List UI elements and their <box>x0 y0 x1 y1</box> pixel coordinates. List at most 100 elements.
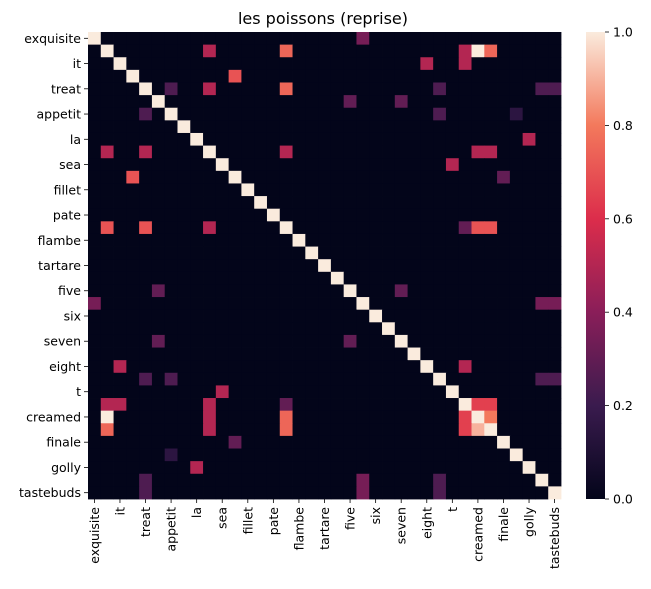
heatmap-cell <box>241 196 255 210</box>
heatmap-cell <box>151 461 166 475</box>
heatmap-cell <box>522 473 536 487</box>
heatmap-cell <box>88 360 102 374</box>
heatmap-cell <box>88 107 102 121</box>
heatmap-cell <box>279 271 293 285</box>
heatmap-cell <box>497 44 511 58</box>
heatmap-cell <box>535 145 549 159</box>
heatmap-cell <box>305 372 319 386</box>
heatmap-cell <box>497 435 511 449</box>
heatmap-cell <box>228 372 242 386</box>
heatmap-cell <box>100 82 114 96</box>
heatmap-cell <box>100 132 114 146</box>
heatmap-cell <box>382 82 396 96</box>
heatmap-cell <box>177 233 191 247</box>
heatmap-cell <box>458 170 472 184</box>
heatmap-cell <box>497 69 511 83</box>
heatmap-cell <box>151 233 166 247</box>
heatmap-cell <box>343 57 357 71</box>
heatmap-cell <box>535 158 549 172</box>
heatmap-cell <box>522 259 536 273</box>
heatmap-cell <box>215 183 230 197</box>
heatmap-cell <box>433 347 447 361</box>
heatmap-cell <box>420 32 434 46</box>
heatmap-cell <box>151 398 166 412</box>
heatmap-cell <box>407 398 421 412</box>
heatmap-cell <box>100 246 114 260</box>
heatmap-cell <box>113 158 127 172</box>
heatmap-cell <box>407 486 421 500</box>
heatmap-cell <box>266 309 281 323</box>
heatmap-cell <box>433 372 447 386</box>
heatmap-cell <box>139 271 153 285</box>
heatmap-cell <box>497 145 511 159</box>
heatmap-cell <box>100 385 114 399</box>
heatmap-cell <box>445 69 460 83</box>
heatmap-cell <box>266 57 281 71</box>
heatmap-cell <box>228 259 242 273</box>
heatmap-cell <box>420 95 434 109</box>
heatmap-cell <box>522 448 536 462</box>
heatmap-cell <box>241 410 255 424</box>
heatmap-cell <box>318 271 332 285</box>
x-tick-label: flambe <box>291 507 306 551</box>
heatmap-cell <box>190 473 204 487</box>
heatmap-cell <box>522 221 536 235</box>
heatmap-cell <box>228 398 242 412</box>
heatmap-cell <box>151 385 166 399</box>
heatmap-cell <box>356 69 370 83</box>
heatmap-cell <box>356 410 370 424</box>
heatmap-cell <box>458 95 472 109</box>
heatmap-cell <box>394 196 408 210</box>
heatmap-cell <box>215 297 230 311</box>
heatmap-cell <box>548 132 562 146</box>
heatmap-cell <box>535 284 549 298</box>
heatmap-cell <box>356 461 370 475</box>
heatmap-cell <box>343 334 357 348</box>
heatmap-cell <box>241 95 255 109</box>
heatmap-cell <box>369 284 383 298</box>
heatmap-cell <box>215 410 230 424</box>
heatmap-cell <box>548 309 562 323</box>
heatmap-cell <box>241 435 255 449</box>
heatmap-cell <box>382 448 396 462</box>
heatmap-cell <box>535 32 549 46</box>
heatmap-cell <box>305 132 319 146</box>
heatmap-cell <box>484 158 498 172</box>
heatmap-cell <box>497 170 511 184</box>
heatmap-cell <box>471 297 485 311</box>
heatmap-cell <box>241 158 255 172</box>
heatmap-cell <box>292 347 306 361</box>
heatmap-cell <box>151 259 166 273</box>
heatmap-cell <box>484 145 498 159</box>
heatmap-cell <box>292 473 306 487</box>
heatmap-cell <box>305 448 319 462</box>
heatmap-cell <box>266 486 281 500</box>
heatmap-cell <box>266 95 281 109</box>
heatmap-cell <box>113 347 127 361</box>
heatmap-cell <box>369 398 383 412</box>
heatmap-cell <box>266 107 281 121</box>
y-tick-label: pate <box>53 208 81 223</box>
heatmap-cell <box>471 284 485 298</box>
heatmap-cell <box>139 208 153 222</box>
heatmap-cell <box>151 246 166 260</box>
heatmap-cell <box>394 208 408 222</box>
heatmap-cell <box>484 196 498 210</box>
heatmap-cell <box>266 196 281 210</box>
heatmap-cell <box>509 170 524 184</box>
heatmap-cell <box>509 44 524 58</box>
heatmap-cell <box>164 233 178 247</box>
y-tick-label: tastebuds <box>19 485 81 500</box>
heatmap-cell <box>241 322 255 336</box>
heatmap-cell <box>484 297 498 311</box>
heatmap-cell <box>343 32 357 46</box>
heatmap-cell <box>548 233 562 247</box>
heatmap-cell <box>228 69 242 83</box>
heatmap-cell <box>445 297 460 311</box>
heatmap-cell <box>330 360 345 374</box>
heatmap-cell <box>151 435 166 449</box>
heatmap-cell <box>177 44 191 58</box>
heatmap-cell <box>369 473 383 487</box>
heatmap-cell <box>356 385 370 399</box>
heatmap-cell <box>509 334 524 348</box>
